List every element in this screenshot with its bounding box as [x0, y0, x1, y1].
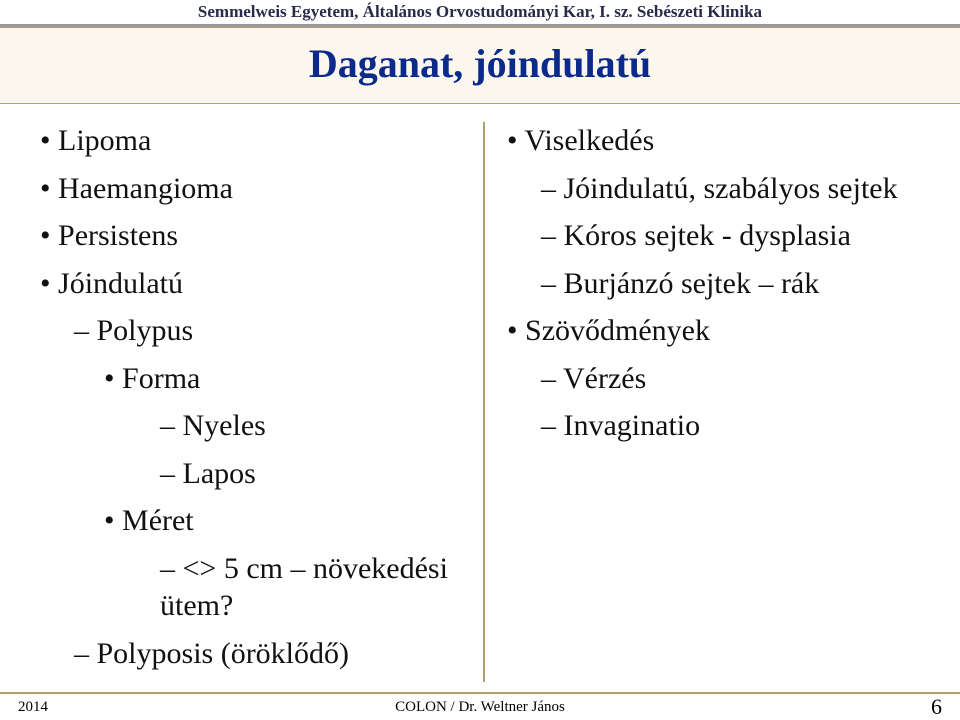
- slide: Semmelweis Egyetem, Általános Orvostudom…: [0, 0, 960, 720]
- footer-center: COLON / Dr. Weltner János: [0, 699, 960, 716]
- szovodmenyek-label: Szövődmények: [507, 312, 930, 350]
- viselkedes-item: Kóros sejtek - dysplasia: [541, 217, 930, 255]
- slide-title: Daganat, jóindulatú: [0, 40, 960, 87]
- szovodmenyek-item: Invaginatio: [541, 407, 930, 445]
- title-band: Daganat, jóindulatú: [0, 27, 960, 104]
- szovodmenyek-item: Vérzés: [541, 360, 930, 398]
- forma-item: Nyeles: [160, 407, 463, 445]
- right-szovodmenyek: Szövődmények: [507, 312, 930, 350]
- viselkedes-label: Viselkedés: [507, 122, 930, 160]
- left-sub-polypus: Polypus: [40, 312, 463, 350]
- viselkedes-item: Jóindulatú, szabályos sejtek: [541, 170, 930, 208]
- left-column: Lipoma Haemangioma Persistens Jóindulatú…: [40, 122, 463, 682]
- left-meret: Méret: [40, 502, 463, 540]
- left-forma: Forma: [40, 360, 463, 398]
- left-item: Persistens: [40, 217, 463, 255]
- left-item: Haemangioma: [40, 170, 463, 208]
- szovodmenyek-items: Vérzés Invaginatio: [507, 360, 930, 445]
- meret-item: <> 5 cm – növekedési ütem?: [160, 550, 463, 625]
- footer-date: 2014: [18, 699, 98, 716]
- footer-page-number: 6: [931, 694, 942, 720]
- polypus-item: Polypus: [74, 312, 463, 350]
- content-columns: Lipoma Haemangioma Persistens Jóindulatú…: [0, 104, 960, 692]
- polyposis-item: Polyposis (öröklődő): [74, 635, 463, 673]
- forma-items: Nyeles Lapos: [40, 407, 463, 492]
- right-viselkedes: Viselkedés: [507, 122, 930, 160]
- meret-label: Méret: [104, 502, 463, 540]
- left-item: Jóindulatú: [40, 265, 463, 303]
- viselkedes-items: Jóindulatú, szabályos sejtek Kóros sejte…: [507, 170, 930, 303]
- viselkedes-item: Burjánzó sejtek – rák: [541, 265, 930, 303]
- forma-label: Forma: [104, 360, 463, 398]
- institution-header: Semmelweis Egyetem, Általános Orvostudom…: [0, 0, 960, 26]
- left-item: Lipoma: [40, 122, 463, 160]
- slide-footer: 2014 COLON / Dr. Weltner János 6: [0, 692, 960, 720]
- institution-text: Semmelweis Egyetem, Általános Orvostudom…: [198, 2, 762, 22]
- right-column: Viselkedés Jóindulatú, szabályos sejtek …: [483, 122, 930, 682]
- meret-items: <> 5 cm – növekedési ütem?: [40, 550, 463, 625]
- forma-item: Lapos: [160, 455, 463, 493]
- left-bullets: Lipoma Haemangioma Persistens Jóindulatú: [40, 122, 463, 302]
- left-polyposis: Polyposis (öröklődő): [40, 635, 463, 673]
